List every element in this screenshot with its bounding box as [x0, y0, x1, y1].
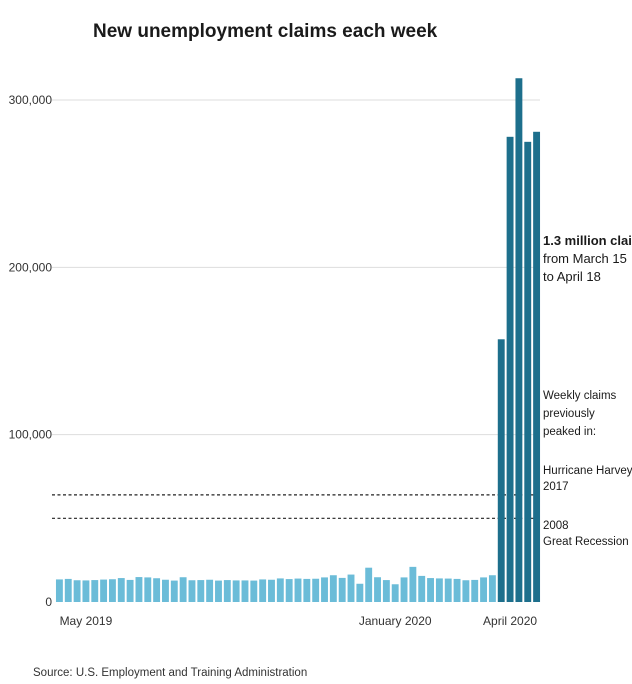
bar [427, 578, 434, 602]
bar [64, 578, 72, 602]
reference-lines: Hurricane Harvey 2017 2008 Great Recession [52, 465, 632, 548]
bar [215, 580, 222, 602]
bar [268, 579, 275, 602]
bars [55, 78, 541, 603]
y-tick-label: 100,000 [9, 428, 53, 442]
y-tick-label: 200,000 [9, 260, 53, 274]
source-note: Source: U.S. Employment and Training Adm… [33, 667, 307, 679]
bar [321, 577, 328, 602]
bar [303, 578, 311, 602]
bar [382, 580, 390, 602]
bar [515, 78, 523, 602]
bar [144, 577, 152, 602]
bar [444, 578, 452, 602]
y-axis: 0 100,000 200,000 300,000 [9, 93, 53, 609]
gridlines [52, 99, 540, 436]
bar [223, 580, 231, 602]
peak-intro-line-2: previously [543, 408, 595, 420]
x-tick-label: January 2020 [359, 614, 432, 628]
reference-line-label: Great Recession [543, 536, 629, 548]
bar [91, 580, 99, 602]
claims-period-line-2: to April 18 [543, 269, 601, 284]
bar [126, 579, 134, 602]
y-tick-label: 300,000 [9, 93, 53, 107]
bar [391, 584, 399, 602]
bar [488, 575, 496, 602]
bar [347, 574, 355, 602]
bar [232, 580, 240, 602]
y-tick-label: 0 [45, 595, 52, 609]
peak-intro-line-3: peaked in: [543, 426, 596, 438]
reference-line-label: 2008 [543, 520, 569, 532]
bar [338, 577, 346, 602]
bar [108, 579, 116, 602]
bar [435, 578, 443, 602]
bar [259, 579, 267, 602]
x-tick-label: May 2019 [60, 614, 113, 628]
bar [524, 141, 532, 602]
x-tick-label: April 2020 [483, 614, 537, 628]
peak-annotation: Weekly claims previously peaked in: [543, 390, 617, 438]
bar [374, 577, 381, 602]
bar [312, 578, 320, 602]
bar [462, 580, 470, 602]
bar [276, 578, 284, 602]
bar [409, 566, 417, 602]
claims-total-label: 1.3 million claims [543, 233, 632, 248]
bar [365, 567, 373, 602]
claims-annotation: 1.3 million claims from March 15 to Apri… [543, 233, 632, 284]
x-axis: May 2019 January 2020 April 2020 [60, 614, 538, 628]
bar [82, 580, 90, 602]
bar [480, 577, 488, 602]
bar [73, 580, 81, 602]
bar [418, 575, 426, 602]
bar [117, 578, 125, 602]
bar [400, 577, 408, 602]
bar [170, 580, 178, 602]
reference-line-label: 2017 [543, 481, 569, 493]
bar [285, 579, 293, 602]
bar [153, 578, 161, 602]
bar [329, 575, 337, 602]
bar [294, 578, 302, 602]
bar [179, 577, 187, 602]
bar [471, 579, 479, 602]
claims-period-line-1: from March 15 [543, 251, 627, 266]
bar [188, 580, 196, 602]
bar [135, 577, 143, 602]
bar [206, 579, 214, 602]
bar [250, 580, 258, 602]
bar [356, 583, 364, 602]
reference-line-label: Hurricane Harvey [543, 465, 632, 477]
bar [497, 339, 505, 602]
bar [533, 131, 541, 603]
bar [55, 579, 63, 602]
chart-title: New unemployment claims each week [93, 21, 438, 42]
bar [100, 579, 108, 602]
bar [453, 578, 461, 602]
bar [506, 136, 514, 602]
bar [162, 579, 169, 602]
bar [241, 580, 249, 602]
bar [197, 580, 205, 602]
peak-intro-line-1: Weekly claims [543, 390, 617, 402]
